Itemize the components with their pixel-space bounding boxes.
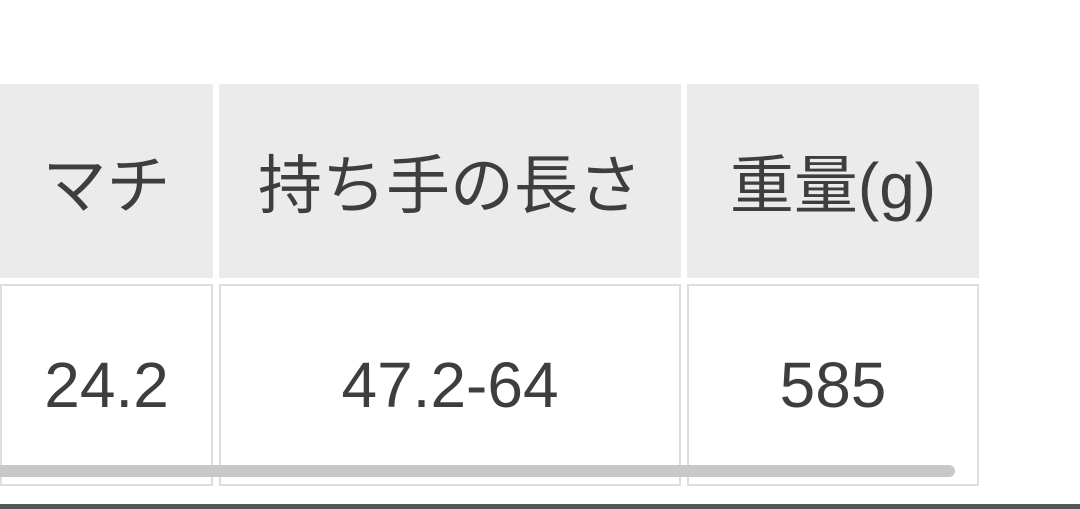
- col-header-handle-length: 持ち手の長さ: [219, 84, 681, 278]
- spec-table-header-row: マチ 持ち手の長さ 重量(g): [0, 84, 979, 278]
- spec-table-scroll-container[interactable]: マチ 持ち手の長さ 重量(g) 24.2 47.2-64 585: [0, 78, 986, 498]
- spec-table-data-row: 24.2 47.2-64 585: [0, 284, 979, 486]
- spec-table: マチ 持ち手の長さ 重量(g) 24.2 47.2-64 585: [0, 78, 985, 492]
- col-header-weight: 重量(g): [687, 84, 979, 278]
- bottom-bar: [0, 504, 1080, 509]
- cell-gusset-value: 24.2: [0, 284, 213, 486]
- cell-handle-length-value: 47.2-64: [219, 284, 681, 486]
- cell-weight-value: 585: [687, 284, 979, 486]
- col-header-gusset: マチ: [0, 84, 213, 278]
- horizontal-scrollbar-thumb[interactable]: [0, 465, 955, 477]
